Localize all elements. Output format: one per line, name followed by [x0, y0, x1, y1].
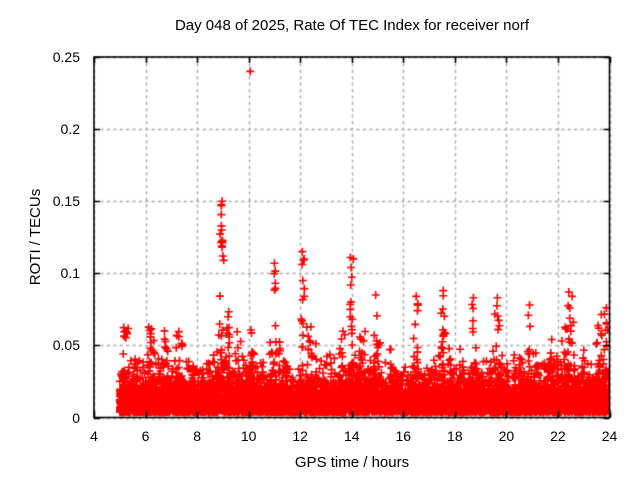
y-tick-label: 0.15 — [52, 193, 80, 210]
x-tick-label: 20 — [498, 428, 515, 444]
x-tick-label: 4 — [90, 428, 98, 444]
x-tick-label: 16 — [395, 428, 412, 444]
y-axis-title: ROTI / TECUs — [27, 188, 44, 286]
x-axis-title: GPS time / hours — [294, 454, 410, 471]
y-tick-label: 0.05 — [52, 337, 80, 354]
x-tick-label: 6 — [141, 428, 150, 444]
y-tick-label: 0.1 — [60, 265, 80, 282]
x-tick-label: 10 — [240, 428, 257, 444]
x-tick-label: 12 — [292, 428, 308, 444]
y-tick-label: 0 — [72, 409, 80, 426]
chart-title: Day 048 of 2025, Rate Of TEC Index for r… — [174, 17, 530, 34]
y-tick-label: 0.25 — [52, 49, 80, 65]
x-tick-label: 14 — [343, 428, 360, 444]
x-tick-label: 18 — [447, 428, 463, 444]
y-tick-label: 0.2 — [60, 121, 80, 138]
x-tick-label: 8 — [193, 428, 201, 444]
x-tick-label: 22 — [550, 428, 566, 444]
x-tick-label: 24 — [601, 428, 618, 444]
